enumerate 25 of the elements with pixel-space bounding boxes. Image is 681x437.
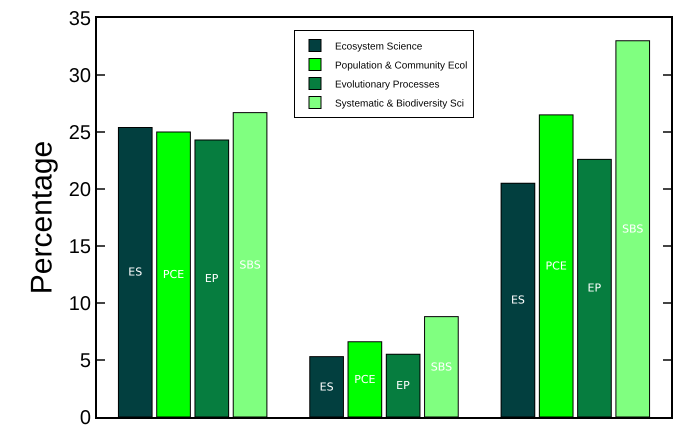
legend-label: Ecosystem Science (335, 41, 423, 52)
data-label: SBS (622, 222, 644, 236)
y-tick-label: 30 (68, 65, 91, 87)
data-label: PCE (354, 372, 376, 386)
y-tick-label: 10 (68, 293, 91, 315)
legend-label: Systematic & Biodiversity Sci (335, 98, 464, 110)
data-label: SBS (239, 258, 261, 272)
data-label: PCE (162, 268, 184, 281)
data-label: ES (128, 266, 142, 279)
data-label: EP (396, 379, 410, 392)
legend-label: Evolutionary Processes (335, 79, 440, 90)
data-label: ES (510, 294, 525, 307)
y-axis-title: Percentage (25, 140, 58, 294)
data-label: SBS (430, 360, 452, 374)
data-label: EP (587, 282, 602, 295)
y-tick-label: 5 (80, 350, 91, 372)
data-label: ES (320, 380, 334, 394)
y-tick-label: 0 (80, 407, 91, 429)
data-label: PCE (546, 259, 567, 272)
y-tick-label: 20 (68, 179, 91, 201)
legend-label: Population & Community Ecol (335, 60, 468, 72)
y-tick-label: 25 (68, 122, 91, 144)
y-tick-label: 35 (68, 8, 91, 30)
y-tick-label: 15 (68, 236, 91, 258)
data-label: EP (204, 272, 219, 285)
